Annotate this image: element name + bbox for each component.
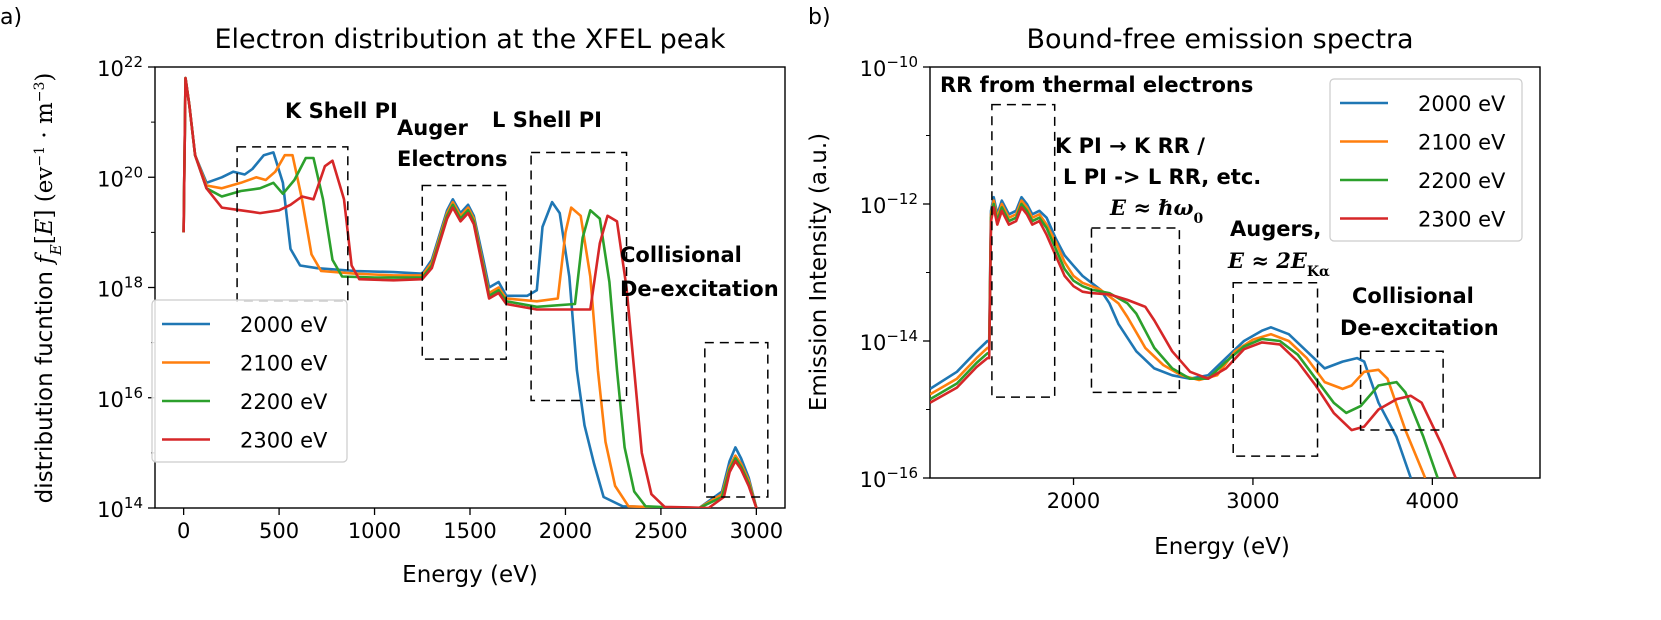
panel-b-ylabel: Emission Intensity (a.u.)	[806, 133, 832, 411]
legend-label: 2000 eV	[1418, 92, 1506, 116]
x-tick-label: 2500	[634, 519, 687, 543]
panel-a-title: Electron distribution at the XFEL peak	[214, 24, 725, 55]
y-tick-label: 10−16	[860, 464, 918, 492]
annotation-text: Electrons	[397, 147, 508, 171]
annotation-box	[421, 184, 508, 360]
legend-b: 2000 eV 2100 eV 2200 eV 2300 eV	[1329, 78, 1523, 242]
panel-a: a) Electron distribution at the XFEL pea…	[0, 5, 786, 588]
legend-label: 2300 eV	[1418, 208, 1506, 232]
x-tick-label: 2000	[539, 519, 592, 543]
series-line-2300-eV	[182, 76, 758, 508]
annotation-box	[704, 341, 769, 498]
legend-frame	[1329, 78, 1523, 242]
annotation-box	[1359, 350, 1444, 431]
y-tick-label: 1018	[97, 274, 143, 302]
annotation-text: L Shell PI	[492, 108, 602, 132]
annotation-text: K PI → K RR /	[1055, 134, 1205, 158]
annotation-text: Augers,	[1230, 217, 1321, 241]
legend-label: 2000 eV	[240, 313, 328, 337]
x-tick-label: 0	[177, 519, 190, 543]
panel-a-ylabel: distribution fucntion fE[E] (ev−1 · m−3)	[32, 73, 65, 504]
y-tick-label: 10−12	[860, 190, 918, 218]
legend-label: 2200 eV	[1418, 169, 1506, 193]
y-tick-label: 1014	[97, 494, 143, 522]
y-tick-label: 1016	[97, 384, 143, 412]
legend-a: 2000 eV 2100 eV 2200 eV 2300 eV	[151, 299, 348, 463]
y-tick-label: 10−14	[860, 327, 918, 355]
annotation-box	[1232, 282, 1319, 457]
annotation-text: De-excitation	[1340, 316, 1499, 340]
panel-a-label: a)	[0, 5, 22, 30]
annotation-text: Auger	[397, 116, 468, 140]
x-tick-label: 4000	[1406, 489, 1459, 513]
y-tick-label: 1022	[97, 53, 143, 81]
annotation-text: L PI -> L RR, etc.	[1063, 165, 1261, 189]
panel-a-xlabel: Energy (eV)	[402, 562, 538, 588]
annotation-text: Collisional	[620, 243, 742, 267]
x-tick-label: 3000	[730, 519, 783, 543]
y-tick-label: 1020	[97, 163, 143, 191]
annotation-text: Collisional	[1352, 284, 1474, 308]
x-tick-label: 3000	[1226, 489, 1279, 513]
plot-area-a	[182, 76, 758, 508]
legend-label: 2100 eV	[1418, 131, 1506, 155]
x-tick-label: 1500	[443, 519, 496, 543]
panel-b-label: b)	[808, 5, 831, 30]
annotation-text: RR from thermal electrons	[940, 73, 1253, 97]
legend-label: 2100 eV	[240, 352, 328, 376]
plot-area-b	[930, 195, 1457, 478]
annotation-math-2EKalpha: E ≈ 2EKα	[1227, 248, 1330, 280]
legend-label: 2300 eV	[240, 429, 328, 453]
annotation-box	[1090, 227, 1181, 394]
annotation-box	[530, 151, 628, 402]
annotation-box	[991, 103, 1056, 398]
series-line-2300-eV	[930, 206, 1457, 478]
x-tick-label: 1000	[348, 519, 401, 543]
panel-b-title: Bound-free emission spectra	[1026, 24, 1413, 55]
y-tick-label: 10−10	[860, 53, 918, 81]
annotation-text: K Shell PI	[285, 99, 398, 123]
x-tick-label: 500	[259, 519, 299, 543]
series-line-2200-eV	[930, 202, 1439, 478]
annotation-math-hbar-omega: E ≈ ℏω0	[1109, 195, 1204, 227]
annotation-text: De-excitation	[620, 277, 779, 301]
panel-b-xlabel: Energy (eV)	[1154, 534, 1290, 560]
annotation-box	[236, 146, 349, 303]
legend-label: 2200 eV	[240, 390, 328, 414]
legend-frame	[151, 299, 348, 463]
panel-b: b) Bound-free emission spectra Energy (e…	[806, 5, 1541, 560]
x-tick-label: 2000	[1047, 489, 1100, 513]
